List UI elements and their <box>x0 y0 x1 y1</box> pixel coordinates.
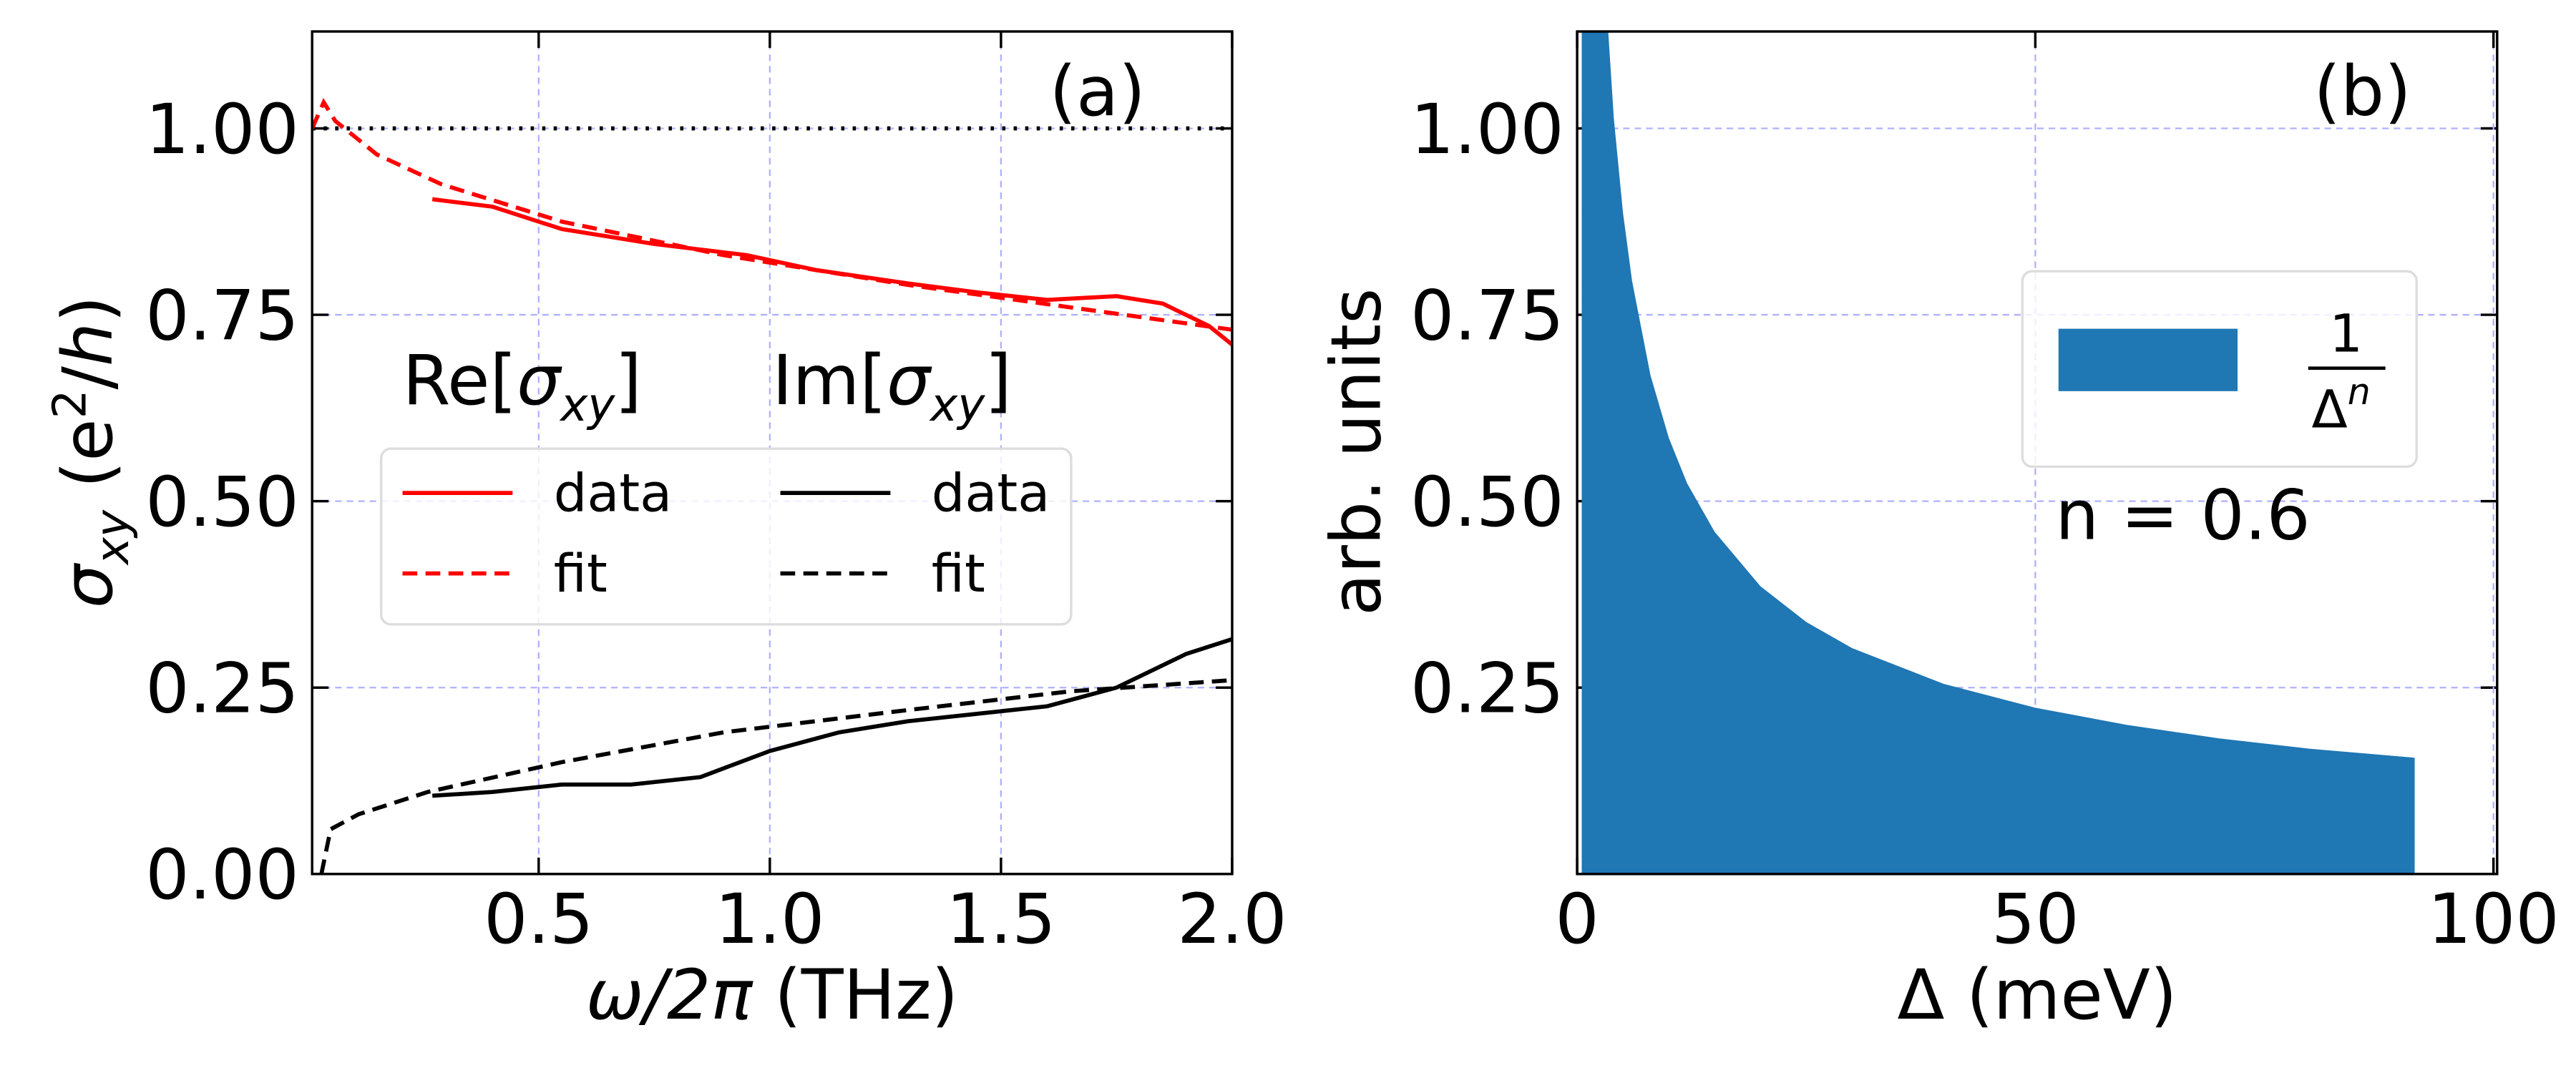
line-series <box>432 637 1232 798</box>
y-tick-label: 0.50 <box>145 462 299 542</box>
plot-frame <box>1576 30 2499 876</box>
x-tick-label: 50 <box>1991 879 2079 959</box>
x-axis-label: ω/2π (THz) <box>586 955 958 1035</box>
annotation: n = 0.6 <box>2055 475 2311 555</box>
panel-label: (b) <box>2313 52 2411 132</box>
legend-label: data <box>932 463 1050 524</box>
x-tick-label: 1.0 <box>715 879 824 959</box>
legend-label: fit <box>932 544 985 604</box>
plot-frame <box>311 30 1234 876</box>
line-series <box>319 677 1232 874</box>
panel-label: (a) <box>1050 52 1146 132</box>
x-tick-label: 0.5 <box>484 879 593 959</box>
y-tick-label: 0.75 <box>145 276 299 356</box>
legend-title: Re[σxy] <box>403 340 642 432</box>
legend-label: fit <box>554 544 608 604</box>
y-axis-label: σxy (e2/h) <box>43 295 140 608</box>
y-tick-label: 0.50 <box>1410 462 1564 542</box>
y-axis-label: arb. units <box>1317 288 1397 616</box>
legend-label: Δn <box>2312 371 2371 440</box>
legend-label: 1 <box>2329 304 2363 365</box>
y-tick-label: 1.00 <box>145 89 299 170</box>
y-tick-label: 0.75 <box>1410 276 1564 356</box>
panel-b: 0.25 0.50 0.75 1.00 0 50 100 1Δn <box>1410 30 2560 959</box>
y-tick-label: 0.25 <box>145 649 299 729</box>
y-tick-label: 0.25 <box>1410 649 1564 729</box>
line-series <box>312 97 1232 332</box>
y-tick-label: 1.00 <box>1410 89 1564 170</box>
panel-a: 0.00 0.25 0.50 0.75 1.00 0.5 1.0 1.5 2.0 Re[σxy] I… <box>145 30 1287 959</box>
x-tick-label: 2.0 <box>1177 879 1287 959</box>
x-axis-label: Δ (meV) <box>1897 955 2177 1035</box>
legend-label: data <box>554 463 672 524</box>
legend-title: Im[σxy] <box>772 340 1012 432</box>
y-tick-label: 0.00 <box>145 835 299 915</box>
legend-box <box>379 447 1073 626</box>
x-tick-label: 100 <box>2428 879 2560 959</box>
area-series <box>1581 31 2415 874</box>
x-tick-label: 1.5 <box>946 879 1055 959</box>
legend-swatch <box>2058 328 2238 391</box>
x-tick-label: 0 <box>1555 879 1599 959</box>
